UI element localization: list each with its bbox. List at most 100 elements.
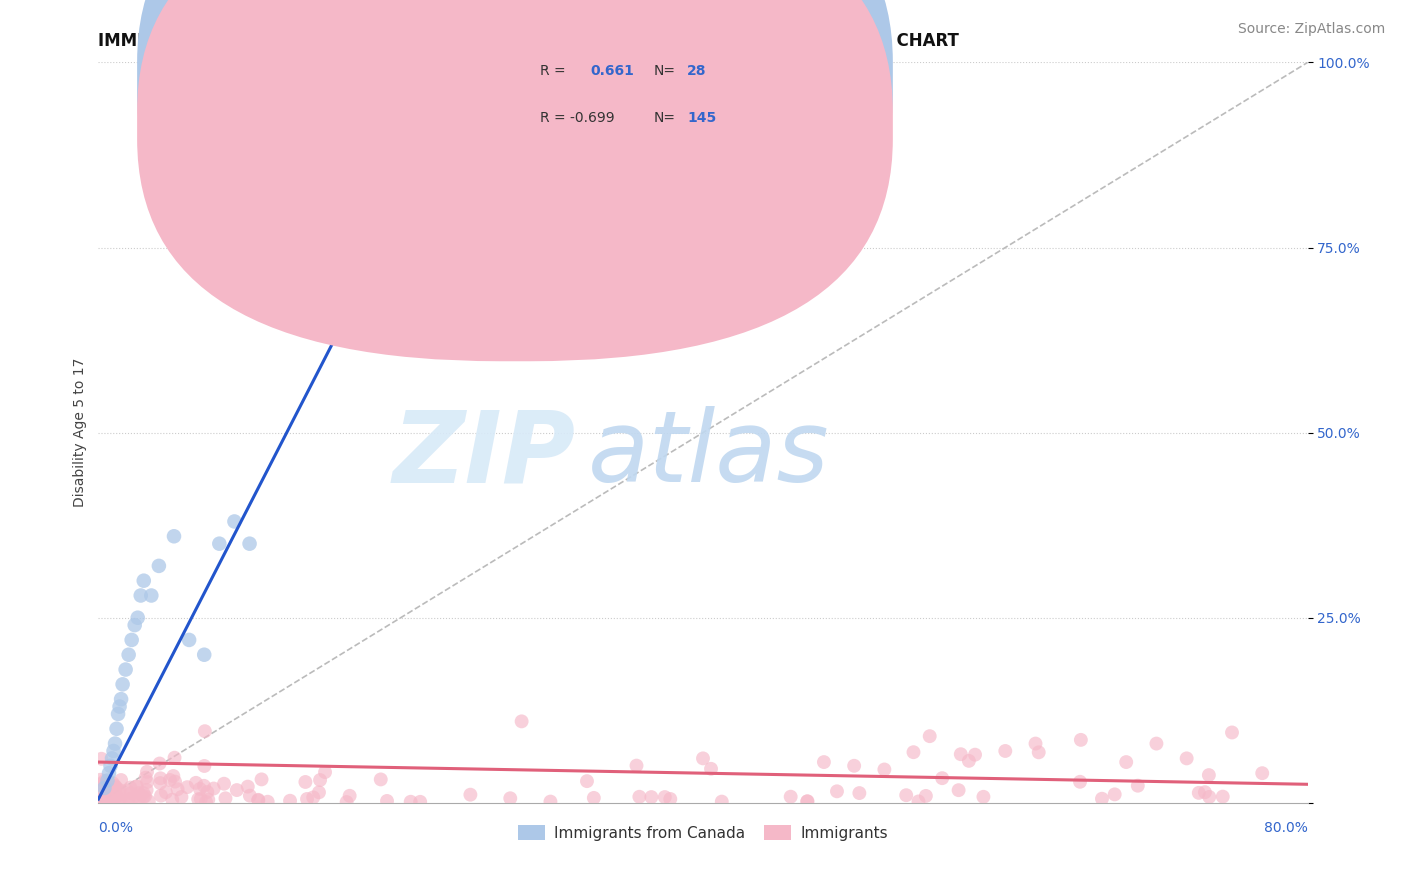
Point [101, 751, 124, 765]
Point [105, 780, 128, 795]
Point [628, 789, 651, 804]
Point [98, 766, 121, 780]
Point [97, 787, 120, 801]
Text: ZIP: ZIP [394, 407, 576, 503]
Point [89, 788, 111, 802]
Point [162, 769, 184, 783]
Point [796, 794, 818, 808]
Point [127, 610, 149, 624]
Point [1028, 745, 1050, 759]
Point [89, 777, 111, 791]
Text: R =: R = [540, 64, 565, 78]
Point [1198, 789, 1220, 804]
Point [659, 792, 682, 806]
Point [1188, 786, 1211, 800]
Point [214, 791, 236, 805]
Point [190, 792, 212, 806]
Point [409, 795, 432, 809]
Y-axis label: Disability Age 5 to 17: Disability Age 5 to 17 [73, 358, 87, 508]
Point [90, 781, 112, 796]
Point [163, 529, 186, 543]
Point [195, 785, 218, 799]
Point [972, 789, 994, 804]
Point [148, 558, 170, 573]
Point [132, 789, 155, 804]
Point [994, 744, 1017, 758]
Point [136, 775, 159, 789]
Point [1104, 788, 1126, 802]
Point [236, 780, 259, 794]
FancyBboxPatch shape [138, 0, 893, 317]
Point [779, 789, 801, 804]
FancyBboxPatch shape [474, 55, 763, 159]
Point [1198, 768, 1220, 782]
Point [129, 589, 152, 603]
Text: atlas: atlas [588, 407, 830, 503]
Point [124, 618, 146, 632]
Point [125, 780, 148, 794]
Point [375, 794, 398, 808]
Text: IMMIGRANTS FROM CANADA VS IMMIGRANTS DISABILITY AGE 5 TO 17 CORRELATION CHART: IMMIGRANTS FROM CANADA VS IMMIGRANTS DIS… [98, 32, 959, 50]
Point [848, 786, 870, 800]
Point [460, 788, 482, 802]
Point [239, 789, 262, 803]
Point [101, 788, 124, 802]
Point [97, 782, 120, 797]
Point [103, 744, 125, 758]
Point [134, 789, 156, 804]
Point [128, 786, 150, 800]
Point [136, 764, 159, 779]
Text: Source: ZipAtlas.com: Source: ZipAtlas.com [1237, 22, 1385, 37]
Point [128, 791, 150, 805]
Text: R = -0.699: R = -0.699 [540, 112, 614, 126]
Point [135, 771, 157, 785]
Point [295, 792, 318, 806]
Point [336, 795, 359, 809]
Point [1069, 774, 1091, 789]
Point [101, 783, 124, 797]
Point [193, 648, 215, 662]
Point [184, 776, 207, 790]
Point [1115, 755, 1137, 769]
Point [170, 789, 193, 804]
Point [903, 745, 925, 759]
Point [108, 794, 131, 808]
Point [125, 780, 148, 794]
Point [626, 758, 648, 772]
Point [176, 780, 198, 794]
Point [141, 589, 163, 603]
Point [896, 788, 918, 802]
Point [138, 794, 160, 808]
Point [202, 781, 225, 796]
Point [115, 783, 138, 797]
Point [114, 663, 136, 677]
Point [256, 795, 278, 809]
Point [162, 793, 184, 807]
Point [931, 771, 953, 785]
Text: N=: N= [654, 64, 675, 78]
Point [132, 786, 155, 800]
Point [654, 790, 676, 805]
Point [278, 794, 301, 808]
Point [309, 772, 332, 787]
Point [159, 772, 181, 787]
Point [399, 795, 422, 809]
Point [90, 752, 112, 766]
Point [915, 789, 938, 803]
Point [700, 762, 723, 776]
Point [212, 777, 235, 791]
Point [197, 792, 219, 806]
Point [948, 783, 970, 797]
Point [873, 763, 896, 777]
Point [510, 714, 533, 729]
Text: 0.0%: 0.0% [98, 822, 134, 835]
Point [796, 794, 818, 808]
Point [538, 795, 561, 809]
Point [111, 677, 134, 691]
Point [135, 783, 157, 797]
Point [110, 795, 132, 809]
Point [115, 794, 138, 808]
Point [108, 699, 131, 714]
Point [640, 790, 662, 805]
Point [957, 754, 980, 768]
